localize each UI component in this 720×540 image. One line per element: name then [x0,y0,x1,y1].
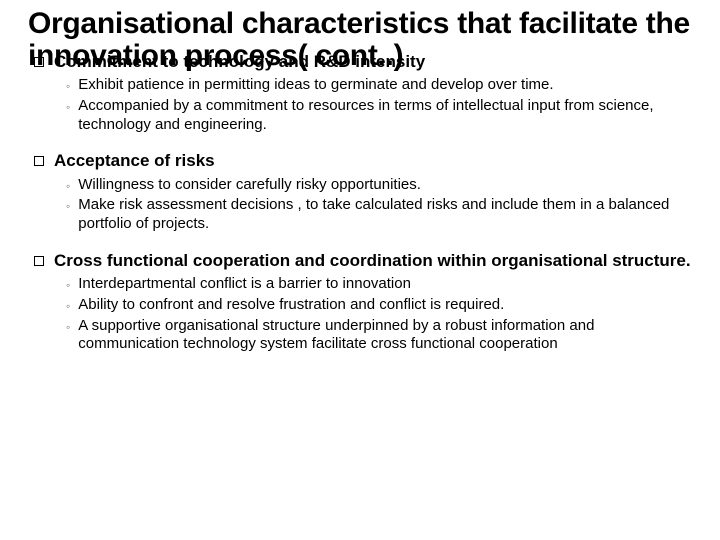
chevron-icon: ◦ [66,320,70,335]
section-heading-text: Commitment to technology and R&D intensi… [54,51,425,72]
list-item-text: A supportive organisational structure un… [78,317,692,355]
list-item-text: Accompanied by a commitment to resources… [78,97,692,135]
chevron-icon: ◦ [66,100,70,115]
chevron-icon: ◦ [66,179,70,194]
list-item: ◦ Make risk assessment decisions , to ta… [66,196,692,234]
slide-content: Commitment to technology and R&D intensi… [28,51,692,354]
sub-list: ◦ Interdepartmental conflict is a barrie… [66,275,692,354]
chevron-icon: ◦ [66,278,70,293]
chevron-icon: ◦ [66,299,70,314]
list-item: ◦ Exhibit patience in permitting ideas t… [66,76,692,95]
slide: Organisational characteristics that faci… [0,0,720,540]
list-item-text: Interdepartmental conflict is a barrier … [78,275,411,294]
list-item: ◦ Willingness to consider carefully risk… [66,176,692,195]
section-heading-text: Acceptance of risks [54,150,215,171]
list-item: ◦ Ability to confront and resolve frustr… [66,296,692,315]
section-heading: Commitment to technology and R&D intensi… [34,51,692,72]
section-3: Cross functional cooperation and coordin… [32,250,692,354]
square-bullet-icon [34,57,44,67]
section-2: Acceptance of risks ◦ Willingness to con… [32,150,692,234]
sub-list: ◦ Exhibit patience in permitting ideas t… [66,76,692,134]
section-heading: Acceptance of risks [34,150,692,171]
list-item-text: Ability to confront and resolve frustrat… [78,296,504,315]
list-item: ◦ A supportive organisational structure … [66,317,692,355]
list-item-text: Exhibit patience in permitting ideas to … [78,76,553,95]
square-bullet-icon [34,256,44,266]
square-bullet-icon [34,156,44,166]
list-item: ◦ Accompanied by a commitment to resourc… [66,97,692,135]
chevron-icon: ◦ [66,199,70,214]
list-item-text: Willingness to consider carefully risky … [78,176,421,195]
section-heading-text: Cross functional cooperation and coordin… [54,250,691,271]
sub-list: ◦ Willingness to consider carefully risk… [66,176,692,234]
list-item: ◦ Interdepartmental conflict is a barrie… [66,275,692,294]
section-heading: Cross functional cooperation and coordin… [34,250,692,271]
section-1: Commitment to technology and R&D intensi… [32,51,692,135]
chevron-icon: ◦ [66,79,70,94]
list-item-text: Make risk assessment decisions , to take… [78,196,692,234]
